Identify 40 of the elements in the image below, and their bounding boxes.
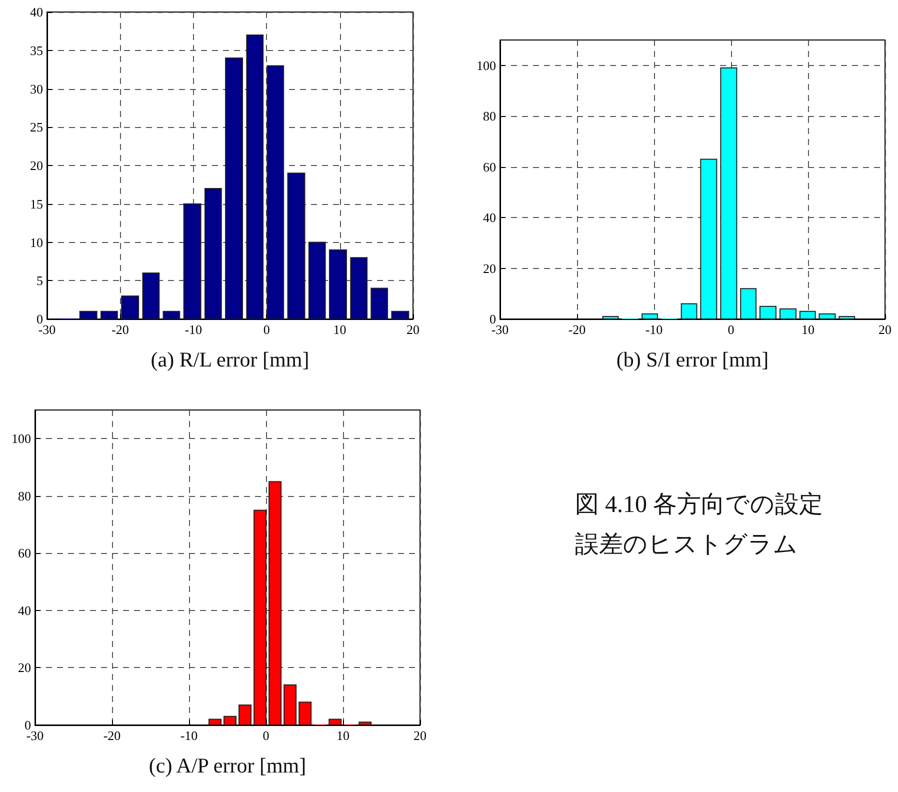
y-tick-label: 80 [18, 488, 31, 504]
x-tick-label: 0 [263, 322, 270, 337]
x-tick-label: -10 [645, 322, 663, 337]
x-axis-title: (b) S/I error [mm] [616, 348, 769, 372]
y-tick-label: 0 [36, 312, 43, 326]
y-tick-label: 40 [30, 4, 43, 20]
y-tick-label: 100 [476, 58, 496, 73]
y-tick-label: 15 [30, 196, 43, 212]
x-tick-label: 10 [336, 728, 350, 743]
y-tick-label: 40 [18, 602, 31, 618]
y-tick-label: 20 [483, 260, 496, 276]
x-tick-label: 20 [878, 322, 892, 337]
y-tick-label: 0 [490, 312, 496, 326]
x-tick-label: 10 [802, 322, 814, 337]
y-tick-label: 25 [30, 120, 43, 135]
x-tick-label: -20 [568, 322, 586, 337]
y-tick-label: 10 [30, 234, 43, 250]
y-tick-label: 5 [36, 273, 43, 288]
y-tick-label: 0 [24, 718, 31, 732]
y-tick-label: 20 [18, 660, 31, 676]
x-tick-label: -20 [112, 322, 129, 337]
x-tick-label: 10 [333, 322, 346, 337]
y-tick-label: 60 [483, 159, 496, 174]
x-tick-label: 20 [414, 728, 426, 743]
caption: 図 4.10 各方向での設定誤差のヒストグラム [575, 491, 823, 558]
y-tick-label: 80 [483, 108, 496, 124]
y-tick-label: 100 [12, 431, 31, 446]
y-tick-label: 20 [30, 158, 43, 173]
x-tick-label: -20 [103, 728, 121, 743]
x-axis-title: (a) R/L error [mm] [150, 348, 310, 372]
x-axis-title: (c) A/P error [mm] [148, 754, 306, 778]
x-tick-label: 0 [728, 322, 734, 337]
x-tick-label: 0 [262, 728, 270, 743]
y-tick-label: 40 [483, 210, 496, 226]
y-tick-label: 60 [18, 546, 31, 561]
y-tick-label: 35 [30, 42, 43, 58]
y-tick-label: 30 [30, 81, 43, 96]
x-tick-label: 20 [406, 322, 420, 337]
x-tick-label: -10 [184, 322, 202, 337]
x-tick-label: -10 [180, 728, 198, 743]
